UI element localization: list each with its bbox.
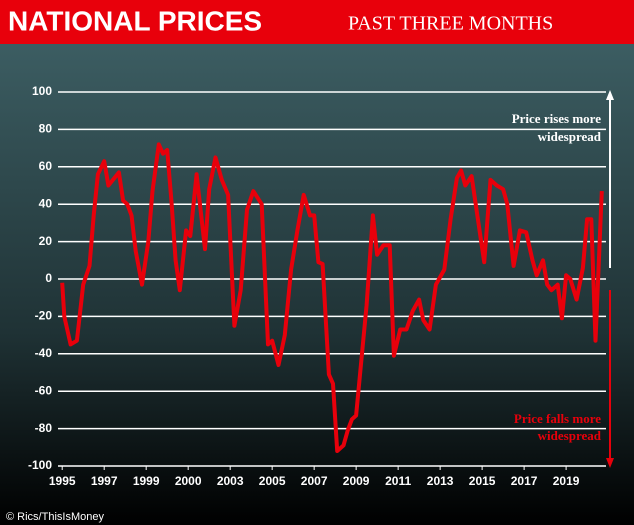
chart-subtitle: PAST THREE MONTHS bbox=[348, 13, 553, 35]
y-tick-label: -100 bbox=[28, 458, 52, 472]
x-tick-label: 2011 bbox=[385, 474, 411, 488]
chart-title: NATIONAL PRICES bbox=[8, 5, 262, 36]
x-tick-label: 2009 bbox=[343, 474, 370, 488]
x-tick-label: 2005 bbox=[259, 474, 286, 488]
y-tick-label: 0 bbox=[45, 271, 52, 285]
annotation: widespread bbox=[538, 428, 602, 443]
plot-background bbox=[0, 44, 634, 525]
up-arrowhead bbox=[606, 90, 614, 100]
annotation: widespread bbox=[538, 129, 602, 144]
x-tick-label: 2007 bbox=[301, 474, 328, 488]
y-tick-label: 100 bbox=[32, 84, 52, 98]
x-tick-label: 1999 bbox=[133, 474, 160, 488]
y-tick-label: -20 bbox=[35, 309, 53, 323]
y-tick-label: -80 bbox=[35, 421, 53, 435]
x-tick-label: 2003 bbox=[217, 474, 244, 488]
x-tick-label: 2000 bbox=[175, 474, 202, 488]
y-tick-label: 20 bbox=[39, 234, 53, 248]
y-tick-label: 60 bbox=[39, 159, 53, 173]
data-line bbox=[60, 142, 604, 453]
y-tick-label: -60 bbox=[35, 383, 53, 397]
x-tick-label: 2013 bbox=[427, 474, 454, 488]
x-tick-label: 1995 bbox=[49, 474, 76, 488]
header-band bbox=[0, 0, 634, 44]
y-tick-label: 40 bbox=[39, 196, 53, 210]
x-tick-label: 2015 bbox=[469, 474, 496, 488]
annotation: Price falls more bbox=[514, 411, 601, 426]
x-tick-label: 1997 bbox=[91, 474, 118, 488]
x-tick-label: 2017 bbox=[511, 474, 538, 488]
y-tick-label: 80 bbox=[39, 122, 53, 136]
source: © Rics/ThisIsMoney bbox=[6, 511, 104, 523]
annotation: Price rises more bbox=[512, 111, 601, 126]
y-tick-label: -40 bbox=[35, 346, 53, 360]
down-arrowhead bbox=[606, 458, 614, 468]
x-tick-label: 2019 bbox=[553, 474, 580, 488]
